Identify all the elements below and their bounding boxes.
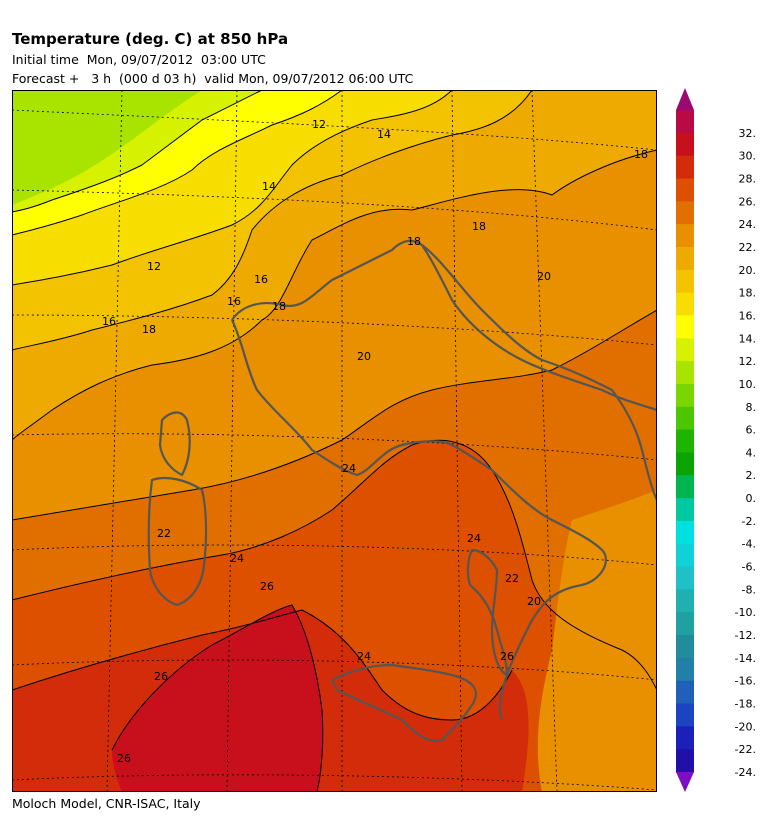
scale-label: 32.: [739, 127, 757, 140]
contour-label: 22: [157, 527, 171, 540]
temp-band-20-east: [537, 490, 657, 792]
scale-arrow-bottom: [676, 772, 694, 792]
initial-time: Initial time Mon, 09/07/2012 03:00 UTC: [12, 52, 266, 67]
scale-swatch: [676, 132, 694, 157]
scale-label: 22.: [739, 241, 757, 254]
contour-label-group: 12 12 14 14 16 16 16 18 18 18 18 18 20 2…: [102, 118, 648, 765]
contour-label: 14: [377, 128, 391, 141]
scale-swatch: [676, 361, 694, 385]
contour-label: 26: [500, 650, 514, 663]
scale-swatch: [676, 475, 694, 499]
scale-label: -8.: [742, 583, 756, 596]
scale-swatch: [676, 178, 694, 202]
contour-label: 18: [272, 300, 286, 313]
contour-label: 26: [154, 670, 168, 683]
contour-label: 18: [407, 235, 421, 248]
scale-swatch: [676, 246, 694, 271]
scale-label: -10.: [735, 606, 756, 619]
scale-swatch: [676, 155, 694, 179]
model-credit: Moloch Model, CNR-ISAC, Italy: [12, 796, 201, 811]
scale-swatch: [676, 726, 694, 750]
contour-label: 14: [262, 180, 276, 193]
scale-label: -16.: [735, 675, 756, 688]
temp-band-28: [112, 605, 323, 792]
scale-swatch: [676, 498, 694, 522]
scale-label: 24.: [739, 218, 757, 231]
scale-label: 6.: [746, 424, 757, 437]
scale-swatch: [676, 224, 694, 248]
contour-label: 24: [230, 552, 244, 565]
scale-label: -4.: [742, 538, 756, 551]
scale-label: 0.: [746, 492, 757, 505]
contour-label: 18: [142, 323, 156, 336]
scale-swatch: [676, 383, 694, 408]
scale-swatch: [676, 543, 694, 568]
scale-label: 18.: [739, 287, 757, 300]
scale-swatch: [676, 520, 694, 545]
scale-swatch: [676, 589, 694, 613]
scale-swatch: [676, 703, 694, 727]
scale-swatch: [676, 269, 694, 294]
scale-swatch: [676, 680, 694, 705]
scale-label: -24.: [735, 766, 756, 779]
contour-label: 12: [147, 260, 161, 273]
scale-label: 30.: [739, 150, 757, 163]
scale-swatch: [676, 566, 694, 590]
scale-label: 10.: [739, 378, 757, 391]
scale-swatch: [676, 406, 694, 431]
scale-swatch: [676, 749, 694, 773]
scale-label: -18.: [735, 698, 756, 711]
scale-swatch: [676, 635, 694, 659]
scale-swatch: [676, 612, 694, 636]
forecast-time: Forecast + 3 h (000 d 03 h) valid Mon, 0…: [12, 71, 414, 86]
scale-label: -14.: [735, 652, 756, 665]
color-scale: 32. 30. 28. 26. 24. 22. 20. 18. 16. 14. 12. 10. 8. 6.…: [676, 88, 757, 792]
scale-label: 28.: [739, 172, 757, 185]
contour-label: 24: [342, 462, 356, 475]
contour-label: 26: [260, 580, 274, 593]
scale-label: 20.: [739, 264, 757, 277]
scale-swatch: [676, 292, 694, 316]
scale-label: 14.: [739, 332, 757, 345]
scale-swatch: [676, 201, 694, 225]
temperature-map: 12 12 14 14 16 16 16 18 18 18 18 18 20 2…: [12, 90, 657, 792]
scale-label: -6.: [742, 561, 756, 574]
scale-arrow-top: [676, 88, 694, 110]
scale-label: 4.: [746, 446, 757, 459]
contour-label: 12: [312, 118, 326, 131]
temp-band-8: [12, 90, 202, 205]
contour-label: 22: [505, 572, 519, 585]
contour-label: 20: [357, 350, 371, 363]
contour-label: 20: [527, 595, 541, 608]
scale-swatch: [676, 315, 694, 339]
contour-label: 16: [254, 273, 268, 286]
contour-label: 24: [467, 532, 481, 545]
scale-swatch: [676, 429, 694, 453]
coastlines: [147, 239, 657, 743]
scale-label: 16.: [739, 309, 757, 322]
scale-label: -20.: [735, 720, 756, 733]
contour-label: 26: [117, 752, 131, 765]
contour-label: 18: [472, 220, 486, 233]
chart-title: Temperature (deg. C) at 850 hPa: [12, 30, 289, 48]
scale-label: -12.: [735, 629, 756, 642]
contour-label: 18: [634, 148, 648, 161]
scale-swatch: [676, 338, 694, 362]
scale-label: -2.: [742, 515, 756, 528]
scale-label: 8.: [746, 401, 757, 414]
contour-label: 20: [537, 270, 551, 283]
scale-swatch: [676, 110, 694, 134]
scale-swatch: [676, 657, 694, 682]
scale-label: 2.: [746, 469, 757, 482]
contour-label: 24: [357, 650, 371, 663]
contour-label: 16: [102, 315, 116, 328]
scale-swatch: [676, 452, 694, 476]
scale-label: -22.: [735, 743, 756, 756]
scale-label: 26.: [739, 195, 757, 208]
scale-label: 12.: [739, 355, 757, 368]
contour-label: 16: [227, 295, 241, 308]
